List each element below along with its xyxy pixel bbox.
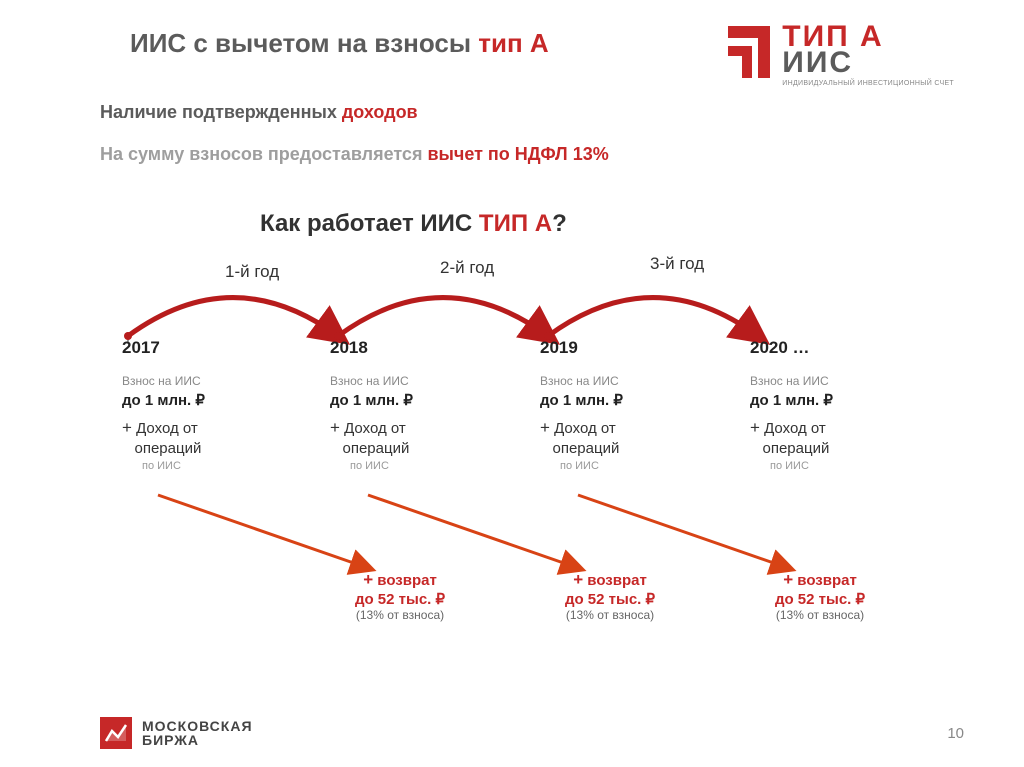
contribution-amount: до 1 млн. ₽ bbox=[750, 391, 930, 409]
body-line2: На сумму взносов предоставляется вычет п… bbox=[100, 144, 609, 165]
logo-line2: ИИС bbox=[782, 48, 954, 78]
title-part2: тип А bbox=[478, 28, 548, 58]
return-line2: до 52 тыс. ₽ bbox=[520, 590, 700, 608]
contribution-label: Взнос на ИИС bbox=[540, 374, 720, 388]
year-column: 2020 … Взнос на ИИС до 1 млн. ₽ + Доход … bbox=[750, 338, 930, 473]
period-label: 2-й год bbox=[440, 258, 494, 278]
contribution-amount: до 1 млн. ₽ bbox=[330, 391, 510, 409]
year-column: 2019 Взнос на ИИС до 1 млн. ₽ + Доход от… bbox=[540, 338, 720, 473]
year-label: 2017 bbox=[122, 338, 302, 358]
return-block: + возврат до 52 тыс. ₽ (13% от взноса) bbox=[310, 570, 490, 622]
arc-arrow bbox=[338, 298, 548, 336]
arc-arrow bbox=[128, 298, 338, 336]
return-line2: до 52 тыс. ₽ bbox=[730, 590, 910, 608]
return-block: + возврат до 52 тыс. ₽ (13% от взноса) bbox=[730, 570, 910, 622]
income-block: + Доход от операций по ИИС bbox=[122, 417, 302, 473]
return-line1: + возврат bbox=[730, 570, 910, 590]
contribution-label: Взнос на ИИС bbox=[122, 374, 302, 388]
footer-line1: МОСКОВСКАЯ bbox=[142, 719, 253, 733]
logo-icon bbox=[718, 22, 774, 82]
footer-logo: МОСКОВСКАЯ БИРЖА bbox=[100, 717, 253, 749]
year-column: 2018 Взнос на ИИС до 1 млн. ₽ + Доход от… bbox=[330, 338, 510, 473]
moex-icon bbox=[100, 717, 132, 749]
body-line1: Наличие подтвержденных доходов bbox=[100, 102, 418, 123]
page-title: ИИС с вычетом на взносы тип А bbox=[130, 28, 549, 59]
year-label: 2018 bbox=[330, 338, 510, 358]
contribution-label: Взнос на ИИС bbox=[750, 374, 930, 388]
return-line1: + возврат bbox=[520, 570, 700, 590]
year-label: 2020 … bbox=[750, 338, 930, 358]
contribution-label: Взнос на ИИС bbox=[330, 374, 510, 388]
return-line1: + возврат bbox=[310, 570, 490, 590]
return-line2: до 52 тыс. ₽ bbox=[310, 590, 490, 608]
return-note: (13% от взноса) bbox=[520, 608, 700, 622]
arc-arrow bbox=[548, 298, 758, 336]
return-note: (13% от взноса) bbox=[730, 608, 910, 622]
logo: ТИП А ИИС ИНДИВИДУАЛЬНЫЙ ИНВЕСТИЦИОННЫЙ … bbox=[718, 22, 954, 87]
contribution-amount: до 1 млн. ₽ bbox=[122, 391, 302, 409]
diagonal-arrow bbox=[368, 495, 578, 568]
income-block: + Доход от операций по ИИС bbox=[330, 417, 510, 473]
year-column: 2017 Взнос на ИИС до 1 млн. ₽ + Доход от… bbox=[122, 338, 302, 473]
footer-line2: БИРЖА bbox=[142, 733, 253, 747]
how-it-works-title: Как работает ИИС ТИП А? bbox=[260, 210, 567, 238]
diagonal-arrow bbox=[578, 495, 788, 568]
income-block: + Доход от операций по ИИС bbox=[750, 417, 930, 473]
return-block: + возврат до 52 тыс. ₽ (13% от взноса) bbox=[520, 570, 700, 622]
return-note: (13% от взноса) bbox=[310, 608, 490, 622]
page-number: 10 bbox=[947, 725, 964, 742]
period-label: 3-й год bbox=[650, 254, 704, 274]
income-block: + Доход от операций по ИИС bbox=[540, 417, 720, 473]
contribution-amount: до 1 млн. ₽ bbox=[540, 391, 720, 409]
logo-sub: ИНДИВИДУАЛЬНЫЙ ИНВЕСТИЦИОННЫЙ СЧЕТ bbox=[782, 80, 954, 87]
year-label: 2019 bbox=[540, 338, 720, 358]
title-part1: ИИС с вычетом на взносы bbox=[130, 28, 478, 58]
period-label: 1-й год bbox=[225, 262, 279, 282]
diagonal-arrow bbox=[158, 495, 368, 568]
